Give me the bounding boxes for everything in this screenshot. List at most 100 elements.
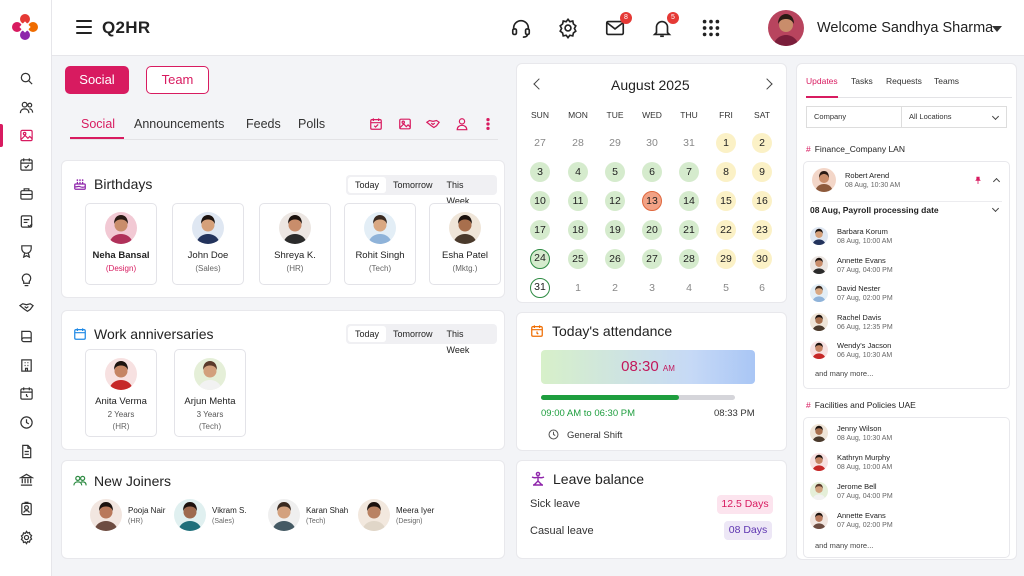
sidebar-item-id-badge[interactable] xyxy=(0,494,52,523)
social-button[interactable]: Social xyxy=(65,66,129,94)
tab-polls[interactable]: Polls xyxy=(298,117,326,131)
calendar-day[interactable]: 9 xyxy=(752,162,772,182)
sidebar-item-settings[interactable] xyxy=(0,523,52,552)
tab-requests[interactable]: Requests xyxy=(886,76,922,86)
tab-feeds[interactable]: Feeds xyxy=(246,117,281,131)
filter-tomorrow[interactable]: Tomorrow xyxy=(393,329,433,339)
user-icon[interactable] xyxy=(455,117,469,131)
list-item[interactable]: Wendy's Jacson 06 Aug, 10:30 AM xyxy=(810,341,892,359)
sidebar-item-building[interactable] xyxy=(0,351,52,380)
calendar-day[interactable]: 5 xyxy=(605,162,625,182)
calendar-day[interactable]: 4 xyxy=(568,162,588,182)
sidebar-item-document[interactable] xyxy=(0,437,52,466)
list-item[interactable]: David Nester 07 Aug, 02:00 PM xyxy=(810,284,893,302)
company-select[interactable]: Company xyxy=(806,106,902,128)
anniversary-person-card[interactable]: Arjun Mehta 3 Years (Tech) xyxy=(174,349,246,437)
thread-author[interactable]: Robert Arend 08 Aug, 10:30 AM xyxy=(812,168,900,192)
headset-icon[interactable] xyxy=(510,17,532,39)
calendar-day[interactable]: 7 xyxy=(679,162,699,182)
sidebar-item-briefcase[interactable] xyxy=(0,179,52,208)
calendar-day[interactable]: 31 xyxy=(530,278,550,298)
birthday-person-card[interactable]: John Doe (Sales) xyxy=(172,203,244,285)
calendar-day[interactable]: 12 xyxy=(605,191,625,211)
calendar-day[interactable]: 4 xyxy=(686,282,692,294)
calendar-day[interactable]: 26 xyxy=(605,249,625,269)
list-item[interactable]: Barbara Korum 08 Aug, 10:00 AM xyxy=(810,227,892,245)
calendar-day[interactable]: 17 xyxy=(530,220,550,240)
calendar-day[interactable]: 30 xyxy=(752,249,772,269)
calendar-day[interactable]: 31 xyxy=(683,137,695,149)
calendar-day[interactable]: 27 xyxy=(534,137,546,149)
list-item[interactable]: Annette Evans 07 Aug, 04:00 PM xyxy=(810,255,893,274)
sidebar-item-lightbulb[interactable] xyxy=(0,265,52,294)
calendar-day[interactable]: 2 xyxy=(752,133,772,153)
calendar-day[interactable]: 14 xyxy=(679,191,699,211)
calendar-day[interactable]: 28 xyxy=(572,137,584,149)
calendar-day[interactable]: 8 xyxy=(716,162,736,182)
calendar-day[interactable]: 29 xyxy=(716,249,736,269)
new-joiner[interactable]: Pooja Nair (HR) xyxy=(90,499,165,531)
sidebar-item-handshake[interactable] xyxy=(0,294,52,323)
group2-more[interactable]: and many more... xyxy=(815,541,874,550)
calendar-day[interactable]: 29 xyxy=(609,137,621,149)
new-joiner[interactable]: Vikram S. (Sales) xyxy=(174,499,247,531)
birthday-person-card[interactable]: Shreya K. (HR) xyxy=(259,203,331,285)
filter-this-week[interactable]: This Week xyxy=(446,329,470,355)
chevron-down-icon[interactable] xyxy=(992,26,1002,32)
calendar-day[interactable]: 3 xyxy=(649,282,655,294)
calendar-day[interactable]: 2 xyxy=(612,282,618,294)
bell-icon[interactable]: 5 xyxy=(651,12,679,39)
sidebar-item-calendar-clock[interactable] xyxy=(0,380,52,409)
menu-icon[interactable] xyxy=(76,20,92,34)
calendar-icon[interactable] xyxy=(369,117,383,131)
anniversary-person-card[interactable]: Anita Verma 2 Years (HR) xyxy=(85,349,157,437)
birthday-person-card[interactable]: Neha Bansal (Design) xyxy=(85,203,157,285)
new-joiner[interactable]: Meera Iyer (Design) xyxy=(358,499,434,531)
sidebar-item-bank[interactable] xyxy=(0,466,52,495)
list-item[interactable]: Jenny Wilson 08 Aug, 10:30 AM xyxy=(810,424,892,442)
calendar-day[interactable]: 19 xyxy=(605,220,625,240)
list-item[interactable]: Rachel Davis 06 Aug, 12:35 PM xyxy=(810,312,893,331)
handshake-icon[interactable] xyxy=(425,117,441,131)
calendar-day[interactable]: 1 xyxy=(575,282,581,294)
more-vertical-icon[interactable] xyxy=(481,117,495,131)
calendar-day[interactable]: 23 xyxy=(752,220,772,240)
sidebar-item-award[interactable] xyxy=(0,236,52,265)
calendar-day[interactable]: 11 xyxy=(568,191,588,211)
calendar-day[interactable]: 13 xyxy=(642,191,662,211)
channel-finance[interactable]: # Finance_Company LAN xyxy=(806,144,905,154)
tab-social[interactable]: Social xyxy=(81,117,116,131)
mail-icon[interactable]: 8 xyxy=(604,12,632,39)
sidebar-item-clock[interactable] xyxy=(0,408,52,437)
filter-today[interactable]: Today xyxy=(348,326,387,342)
pin-icon[interactable] xyxy=(974,176,982,184)
calendar-day[interactable]: 18 xyxy=(568,220,588,240)
sidebar-item-calendar-check[interactable] xyxy=(0,150,52,179)
calendar-day[interactable]: 27 xyxy=(642,249,662,269)
calendar-day[interactable]: 25 xyxy=(568,249,588,269)
tab-teams[interactable]: Teams xyxy=(934,76,960,86)
apps-grid-icon[interactable] xyxy=(700,17,722,39)
location-select[interactable]: All Locations xyxy=(901,106,1007,128)
list-item[interactable]: Jerome Bell 07 Aug, 04:00 PM xyxy=(810,482,893,500)
calendar-day[interactable]: 3 xyxy=(530,162,550,182)
list-item[interactable]: Kathryn Murphy 08 Aug, 10:00 AM xyxy=(810,453,892,471)
calendar-day[interactable]: 30 xyxy=(646,137,658,149)
birthday-person-card[interactable]: Rohit Singh (Tech) xyxy=(344,203,416,285)
channel-facilities[interactable]: # Facilities and Policies UAE xyxy=(806,400,916,410)
tab-announcements[interactable]: Announcements xyxy=(134,117,225,131)
new-joiner[interactable]: Karan Shah (Tech) xyxy=(268,499,348,531)
sidebar-item-book[interactable] xyxy=(0,322,52,351)
calendar-day[interactable]: 1 xyxy=(716,133,736,153)
group1-more[interactable]: and many more... xyxy=(815,369,874,378)
calendar-day[interactable]: 15 xyxy=(716,191,736,211)
calendar-day[interactable]: 21 xyxy=(679,220,699,240)
team-button[interactable]: Team xyxy=(146,66,209,94)
calendar-day[interactable]: 28 xyxy=(679,249,699,269)
filter-today[interactable]: Today xyxy=(348,177,387,193)
filter-tomorrow[interactable]: Tomorrow xyxy=(393,180,433,190)
user-avatar[interactable] xyxy=(768,10,804,46)
image-icon[interactable] xyxy=(398,117,412,131)
sidebar-item-gallery[interactable] xyxy=(0,121,52,150)
app-logo[interactable] xyxy=(12,14,38,40)
